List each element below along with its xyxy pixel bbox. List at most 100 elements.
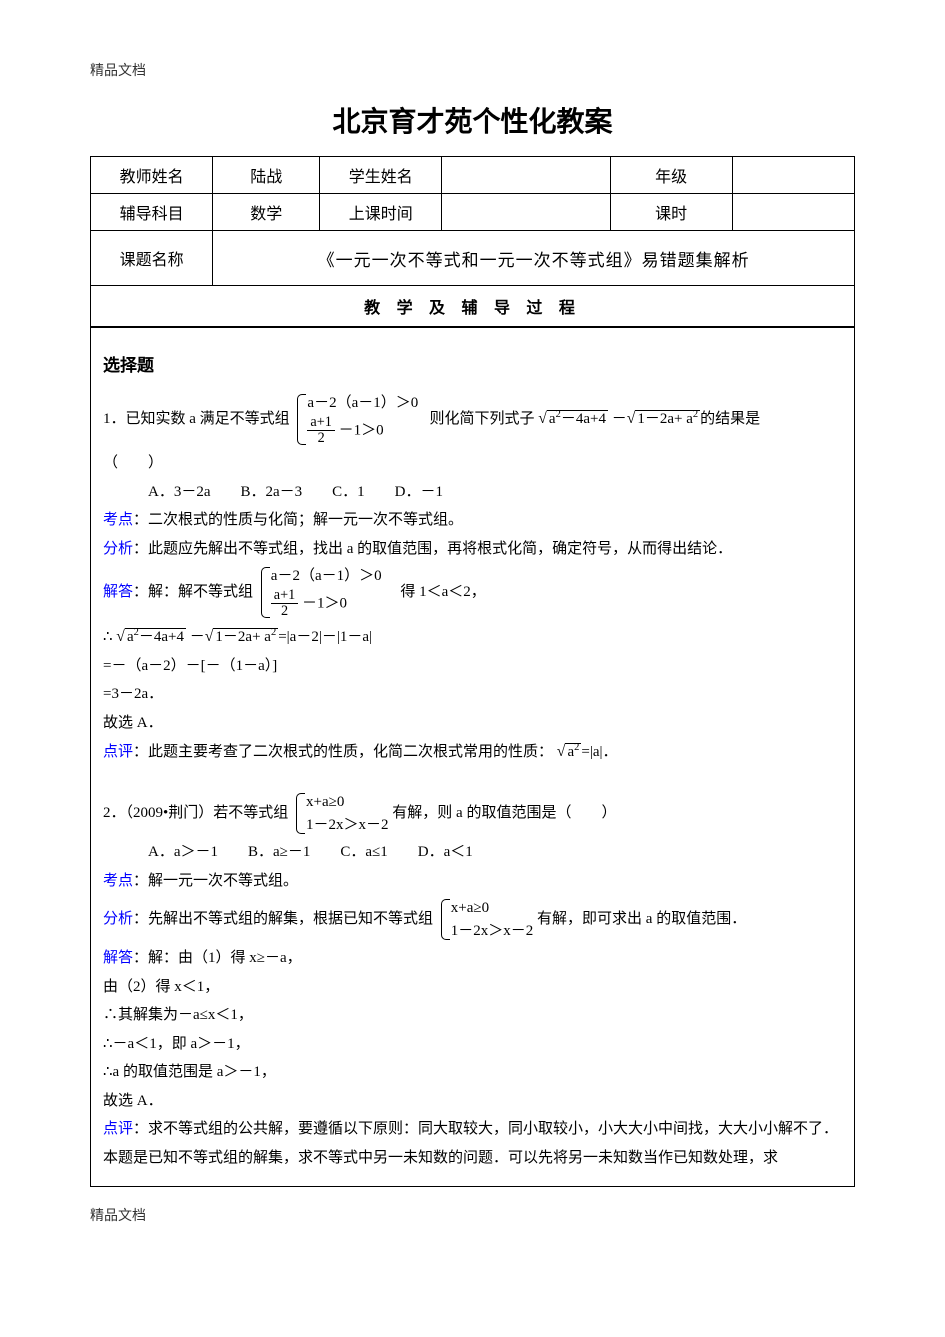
q2-stem-b: 有解，则 a 的取值范围是（ ） (392, 805, 616, 821)
sqrt1-tail: －4a+4 (561, 411, 606, 427)
meta-cell: 辅导科目 (91, 194, 213, 231)
t-sqrt1-a: a (127, 629, 134, 645)
section-heading-choice: 选择题 (103, 350, 842, 382)
sqrt1-a: a (549, 411, 556, 427)
q1-solve-case-row2: a+1 2 －1＞0 (271, 588, 382, 620)
meta-cell: 数学 (213, 194, 320, 231)
q2-solve-l1: 解答：解：由（1）得 x≥－a， (103, 944, 842, 973)
review-tail: =|a|． (581, 744, 617, 760)
meta-cell: 教师姓名 (91, 157, 213, 194)
q2-choices: A．a＞－1 B．a≥－1 C．a≤1 D．a＜1 (103, 838, 842, 867)
q1-stem-c: 的结果是 (700, 411, 760, 427)
sqrt2-body: 1－2a+ a (637, 411, 693, 427)
q1-solve-frac-num: a+1 (271, 588, 299, 605)
q1-frac-num: a+1 (307, 415, 335, 432)
q2-case-row1: x+a≥0 (306, 791, 389, 814)
meta-cell (442, 194, 610, 231)
q2-analysis-b: 有解，即可求出 a 的取值范围． (537, 911, 746, 927)
q1-sqrt1: a2－4a+4 (538, 404, 608, 434)
meta-cell: 年级 (610, 157, 732, 194)
page: 精品文档 北京育才苑个性化教案 教师姓名陆战学生姓名 年级辅导科目数学上课时间 课时… (0, 0, 945, 1255)
q2-review-label: 点评 (103, 1121, 133, 1137)
topic-text: ：二次根式的性质与化简；解一元一次不等式组。 (133, 512, 463, 528)
topic-label: 考点 (103, 512, 133, 528)
q1-solve: 解答：解：解不等式组 a－2（a－1）＞0 a+1 2 －1＞0 得 1＜a＜2… (103, 563, 842, 622)
q1-case-row2: a+1 2 －1＞0 (307, 415, 418, 447)
footer-note: 精品文档 (90, 1205, 855, 1225)
meta-cell (732, 194, 854, 231)
q2-review-l1-text: ：求不等式组的公共解，要遵循以下原则：同大取较大，同小取较小，小大大小中间找，大… (133, 1121, 838, 1137)
q1-stem-a: 1．已知实数 a 满足不等式组 (103, 411, 290, 427)
solve-b: 得 1＜a＜2， (385, 584, 485, 600)
review-sqrt: a2 (557, 737, 582, 767)
q2-solve-l3: ∴其解集为－a≤x＜1， (103, 1001, 842, 1030)
solve-label: 解答 (103, 584, 133, 600)
q1-solve-frac-den: 2 (271, 604, 299, 620)
q2-solve-l1-text: ：解：由（1）得 x≥－a， (133, 950, 302, 966)
solve-a: ：解：解不等式组 (133, 584, 253, 600)
q2-solve-l4: ∴－a＜1，即 a＞－1， (103, 1030, 842, 1059)
q2-review-l2: 本题是已知不等式组的解集，求不等式中另一未知数的问题．可以先将另一未知数当作已知… (103, 1144, 842, 1173)
rad-eq-tail: =|a－2|－|1－a| (278, 629, 372, 645)
meta-cell: 课时 (610, 194, 732, 231)
q1-paren: （ ） (103, 449, 842, 478)
review-a: ：此题主要考查了二次根式的性质，化简二次根式常用的性质： (133, 744, 553, 760)
q2-solve-label: 解答 (103, 950, 133, 966)
q1-solve-case-row1: a－2（a－1）＞0 (271, 565, 382, 588)
t-sqrt1-tail: －4a+4 (139, 629, 184, 645)
meta-cell: 学生姓名 (320, 157, 442, 194)
meta-row: 辅导科目数学上课时间 课时 (91, 194, 855, 231)
meta-cell (442, 157, 610, 194)
meta-row: 课题名称《一元一次不等式和一元一次不等式组》易错题集解析 (91, 231, 855, 286)
q2-solve-l5: ∴a 的取值范围是 a＞－1， (103, 1058, 842, 1087)
review-label: 点评 (103, 744, 133, 760)
meta-cell: 陆战 (213, 157, 320, 194)
q2-analysis-case-row2: 1－2x＞x－2 (451, 920, 534, 943)
q2-stem-a: 2．（2009•荆门）若不等式组 (103, 805, 288, 821)
q1-review: 点评：此题主要考查了二次根式的性质，化简二次根式常用的性质： a2=|a|． (103, 737, 842, 767)
q1-choices: A．3－2a B．2a－3 C．1 D．－1 (103, 478, 842, 507)
q1-t-sqrt2: 1－2a+ a2 (205, 622, 278, 652)
q1-solve-frac: a+1 2 (271, 588, 299, 620)
meta-cell: 课题名称 (91, 231, 213, 286)
q2-analysis: 分析：先解出不等式组的解集，根据已知不等式组 x+a≥0 1－2x＞x－2 有解… (103, 895, 842, 944)
q1-case: a－2（a－1）＞0 a+1 2 －1＞0 (293, 392, 418, 447)
q2-solve-l2: 由（2）得 x＜1， (103, 973, 842, 1002)
q2-topic: 考点：解一元一次不等式组。 (103, 867, 842, 896)
q2-stem: 2．（2009•荆门）若不等式组 x+a≥0 1－2x＞x－2 有解，则 a 的… (103, 789, 842, 838)
q2-analysis-label: 分析 (103, 911, 133, 927)
analysis-label: 分析 (103, 541, 133, 557)
q1-case-row2-tail: －1＞0 (335, 422, 384, 438)
meta-row: 教师姓名陆战学生姓名 年级 (91, 157, 855, 194)
meta-cell: 《一元一次不等式和一元一次不等式组》易错题集解析 (213, 231, 855, 286)
q2-case-row2: 1－2x＞x－2 (306, 814, 389, 837)
q1-solve-case: a－2（a－1）＞0 a+1 2 －1＞0 (257, 565, 382, 620)
content-body: 选择题 1．已知实数 a 满足不等式组 a－2（a－1）＞0 a+1 2 －1＞… (90, 328, 855, 1187)
meta-cell: 上课时间 (320, 194, 442, 231)
q1-frac: a+1 2 (307, 415, 335, 447)
q2-analysis-case-row1: x+a≥0 (451, 897, 534, 920)
q2-review-l1: 点评：求不等式组的公共解，要遵循以下原则：同大取较大，同小取较小，小大大小中间找… (103, 1115, 842, 1144)
page-title: 北京育才苑个性化教案 (90, 100, 855, 140)
q1-topic: 考点：二次根式的性质与化简；解一元一次不等式组。 (103, 506, 842, 535)
q1-ans: 故选 A． (103, 709, 842, 738)
section-header: 教 学 及 辅 导 过 程 (91, 286, 854, 327)
q1-eq2: =3－2a． (103, 680, 842, 709)
q1-solve-case-row2-tail: －1＞0 (298, 595, 347, 611)
q2-analysis-a: ：先解出不等式组的解集，根据已知不等式组 (133, 911, 433, 927)
q2-solve-l6: 故选 A． (103, 1087, 842, 1116)
q2-topic-label: 考点 (103, 873, 133, 889)
q2-analysis-case: x+a≥0 1－2x＞x－2 (437, 897, 534, 942)
q1-frac-den: 2 (307, 431, 335, 447)
q1-case-row1: a－2（a－1）＞0 (307, 392, 418, 415)
q2-topic-text: ：解一元一次不等式组。 (133, 873, 298, 889)
q1-stem-b: 则化简下列式子 (430, 411, 535, 427)
analysis-text: ：此题应先解出不等式组，找出 a 的取值范围，再将根式化简，确定符号，从而得出结… (133, 541, 732, 557)
meta-cell (732, 157, 854, 194)
meta-table: 教师姓名陆战学生姓名年级辅导科目数学上课时间课时课题名称《一元一次不等式和一元一… (90, 156, 855, 286)
q1-therefore: ∴ a2－4a+4 －1－2a+ a2=|a－2|－|1－a| (103, 622, 842, 652)
t-sqrt2-body: 1－2a+ a (215, 629, 271, 645)
q1-eq1: =－（a－2）－[－（1－a）] (103, 652, 842, 681)
q1-stem: 1．已知实数 a 满足不等式组 a－2（a－1）＞0 a+1 2 －1＞0 则化… (103, 390, 842, 449)
header-note: 精品文档 (90, 60, 855, 80)
